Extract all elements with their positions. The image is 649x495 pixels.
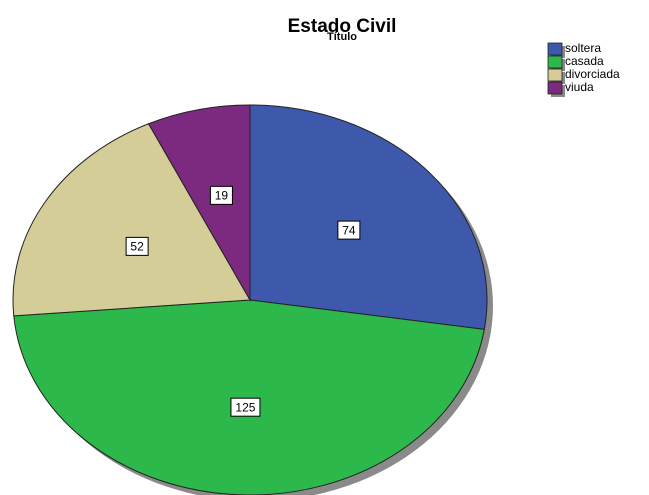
pie-slice (12, 123, 251, 317)
data-label-box (209, 185, 233, 205)
legend-label: viuda (565, 80, 594, 94)
data-label-box (125, 236, 149, 256)
chart-title: Estado Civil (288, 16, 397, 37)
pie-slice (249, 104, 488, 330)
legend-swatch (547, 81, 563, 95)
data-label: 74 (342, 223, 356, 237)
legend-swatch (547, 55, 563, 69)
data-label: 19 (215, 189, 229, 203)
data-label: 125 (235, 400, 255, 414)
legend-swatch (547, 68, 563, 82)
pie-slice (147, 104, 251, 302)
data-label: 52 (130, 240, 144, 254)
data-label-box (337, 220, 361, 240)
legend-label: casada (565, 54, 604, 68)
legend-swatch (547, 42, 563, 56)
chart-subtitle: Título (327, 31, 357, 43)
legend-label: divorciada (565, 67, 620, 81)
legend-label: soltera (565, 41, 601, 55)
pie-slice (13, 299, 485, 495)
data-label-box (230, 397, 261, 417)
